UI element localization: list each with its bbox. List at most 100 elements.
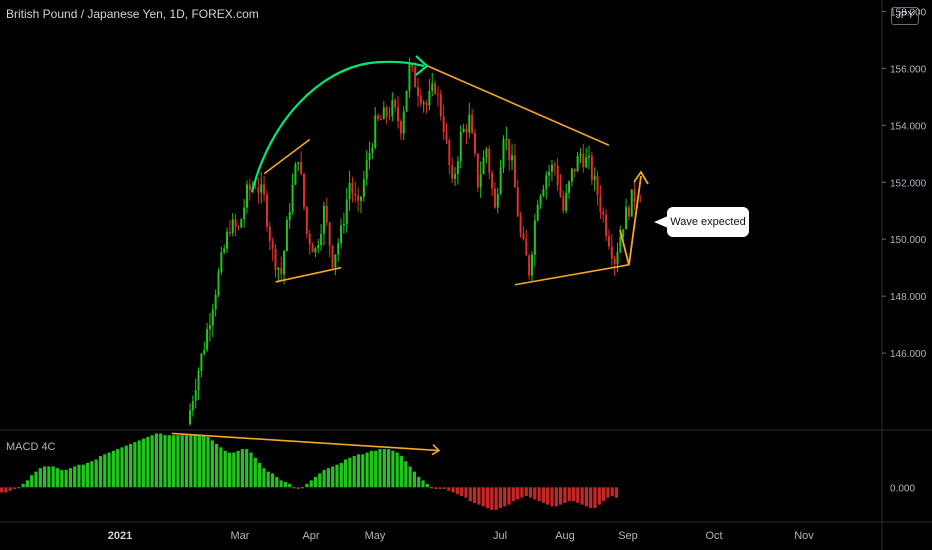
candle-body bbox=[519, 216, 522, 234]
macd-bar bbox=[172, 435, 176, 488]
macd-bar bbox=[520, 487, 524, 498]
candle-body bbox=[531, 254, 533, 276]
candle-body bbox=[237, 226, 240, 228]
macd-bar bbox=[382, 449, 386, 488]
trendline[interactable] bbox=[263, 138, 311, 175]
macd-bar bbox=[447, 487, 451, 491]
macd-bar bbox=[236, 450, 240, 488]
candle-body bbox=[340, 225, 343, 244]
macd-bar bbox=[133, 442, 137, 488]
candle-body bbox=[565, 192, 568, 211]
candle-body bbox=[285, 219, 288, 252]
macd-bar bbox=[301, 487, 305, 489]
macd-bar bbox=[434, 487, 438, 490]
candle-body bbox=[231, 219, 234, 234]
candle-body bbox=[439, 94, 442, 117]
candle-body bbox=[322, 205, 325, 234]
candle-body bbox=[379, 118, 382, 120]
macd-bar bbox=[4, 487, 8, 493]
trendline[interactable] bbox=[426, 64, 610, 146]
candle-body bbox=[627, 207, 630, 217]
macd-bar bbox=[425, 483, 429, 488]
drawings-layer bbox=[171, 55, 649, 456]
macd-bar bbox=[335, 464, 339, 488]
candle-body bbox=[630, 189, 633, 217]
candle-body bbox=[488, 148, 491, 173]
macd-bar bbox=[477, 487, 481, 505]
candle-body bbox=[468, 114, 471, 133]
macd-bar bbox=[43, 466, 47, 488]
time-tick-label: Jul bbox=[493, 530, 507, 542]
macd-bar bbox=[399, 456, 404, 488]
candle-body bbox=[263, 184, 266, 195]
macd-bar bbox=[167, 435, 171, 488]
macd-bar bbox=[292, 487, 296, 489]
macd-bar bbox=[481, 487, 485, 507]
macd-bar bbox=[580, 487, 584, 505]
price-tick-label: 146.000 bbox=[890, 349, 927, 360]
candle-body bbox=[385, 107, 388, 117]
macd-bar bbox=[270, 473, 275, 488]
candle-body bbox=[522, 233, 525, 239]
currency-button[interactable]: JPY bbox=[891, 7, 919, 25]
green-curved-arrow[interactable] bbox=[250, 60, 425, 193]
candle-body bbox=[639, 201, 642, 203]
time-tick-label: Nov bbox=[794, 530, 814, 542]
macd-bar bbox=[412, 471, 416, 488]
macd-bar bbox=[146, 436, 150, 488]
macd-bar bbox=[451, 487, 455, 493]
macd-bar bbox=[232, 452, 236, 488]
macd-bar bbox=[55, 468, 60, 488]
trendline[interactable] bbox=[514, 264, 630, 286]
candle-body bbox=[377, 115, 380, 119]
macd-bar bbox=[258, 462, 262, 488]
macd-bar bbox=[550, 487, 554, 507]
macd-bar bbox=[503, 487, 507, 507]
candle-body bbox=[288, 211, 291, 220]
candle-body bbox=[556, 165, 559, 186]
candle-body bbox=[371, 147, 374, 153]
candle-body bbox=[568, 181, 571, 193]
macd-bar bbox=[150, 435, 154, 488]
macd-bar bbox=[202, 435, 206, 488]
indicator-label[interactable]: MACD 4C bbox=[6, 441, 56, 453]
candle-body bbox=[454, 174, 457, 179]
macd-bar bbox=[219, 447, 223, 488]
candle-body bbox=[328, 222, 331, 246]
macd-bar bbox=[494, 487, 498, 510]
candle-body bbox=[317, 245, 320, 249]
macd-bar bbox=[524, 487, 528, 496]
candle-body bbox=[511, 155, 514, 161]
candle-body bbox=[619, 236, 622, 252]
time-tick-label: Aug bbox=[555, 530, 575, 542]
candle-body bbox=[414, 67, 417, 88]
macd-bar bbox=[421, 480, 425, 488]
wave-expected-callout[interactable]: Wave expected bbox=[667, 207, 749, 237]
macd-bar bbox=[464, 487, 468, 498]
candle-body bbox=[243, 207, 246, 220]
macd-bar bbox=[455, 487, 459, 495]
chart-title[interactable]: British Pound / Japanese Yen, 1D, FOREX.… bbox=[6, 7, 259, 21]
macd-bar bbox=[116, 449, 120, 488]
candle-body bbox=[596, 176, 599, 196]
trendline[interactable] bbox=[275, 266, 342, 283]
candle-body bbox=[291, 184, 294, 212]
candle-body bbox=[553, 164, 556, 166]
candle-body bbox=[277, 267, 280, 270]
candle-body bbox=[493, 188, 496, 208]
macd-bar bbox=[442, 487, 447, 490]
macd-bar bbox=[129, 443, 133, 488]
macd-divergence-line[interactable] bbox=[171, 432, 440, 452]
candle-body bbox=[223, 248, 226, 253]
candle-body bbox=[616, 251, 619, 265]
candle-body bbox=[217, 271, 220, 295]
wave-projection-arrow[interactable] bbox=[619, 175, 642, 266]
macd-bar bbox=[395, 452, 399, 488]
macd-bar bbox=[193, 435, 197, 488]
candle-body bbox=[300, 162, 303, 174]
candle-body bbox=[448, 140, 451, 166]
candle-body bbox=[428, 91, 431, 106]
macd-bar bbox=[0, 487, 4, 493]
macd-bar bbox=[77, 464, 81, 488]
macd-bar bbox=[339, 462, 343, 488]
